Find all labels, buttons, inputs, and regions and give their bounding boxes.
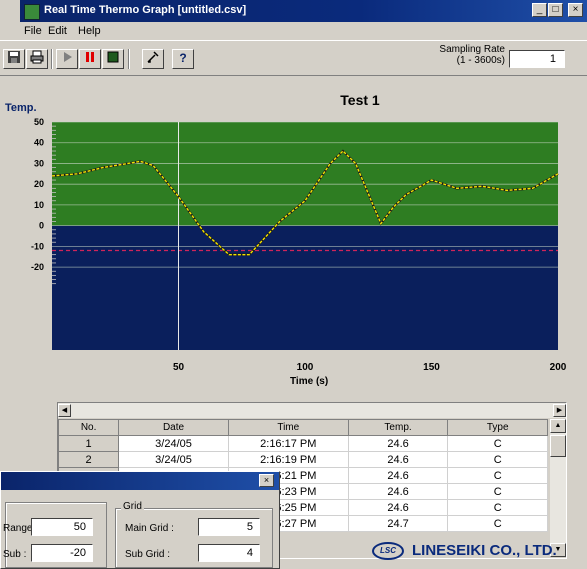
scroll-down-icon[interactable]: ▼: [550, 543, 566, 557]
settings-dialog: × Range : 50 Sub : -20 Grid Main Grid : …: [0, 471, 280, 569]
sub-input[interactable]: -20: [31, 544, 93, 562]
scroll-up-icon[interactable]: ▲: [550, 419, 566, 433]
close-button[interactable]: ×: [568, 3, 583, 17]
column-header-temp[interactable]: Temp.: [347, 419, 449, 436]
cell-temp: 24.6: [347, 483, 449, 500]
y-tick-label: 10: [34, 200, 44, 210]
cell-type: C: [447, 499, 548, 516]
x-tick-label: 150: [423, 362, 440, 372]
y-tick-label: 40: [34, 138, 44, 148]
x-tick-label: 200: [550, 362, 567, 372]
y-tick-label: 20: [34, 179, 44, 189]
scroll-left-icon[interactable]: ◀: [58, 404, 71, 417]
sampling-rate-label: Sampling Rate (1 - 3600s): [410, 44, 505, 66]
app-icon: [24, 4, 40, 20]
cell-type: C: [447, 467, 548, 484]
menu-file[interactable]: File: [24, 25, 42, 37]
toolbar-separator: [128, 49, 130, 69]
main-grid-input[interactable]: 5: [198, 518, 260, 536]
help-icon[interactable]: ?: [172, 49, 194, 69]
sub-grid-label: Sub Grid :: [125, 549, 171, 560]
y-tick-label: -20: [31, 262, 44, 272]
chart-title: Test 1: [340, 92, 380, 108]
y-tick-label: 50: [34, 117, 44, 127]
horizontal-scrollbar[interactable]: ◀ ▶: [58, 403, 566, 418]
brand-mark: LSC: [372, 542, 404, 561]
y-axis-label: Temp.: [5, 102, 37, 114]
cell-no: 1: [57, 435, 120, 452]
menu-bar: File Edit Help: [20, 22, 587, 40]
print-icon[interactable]: [26, 49, 48, 69]
cell-temp: 24.6: [347, 435, 449, 452]
table-row[interactable]: 1 3/24/05 2:16:17 PM 24.6 C: [57, 435, 548, 452]
range-input[interactable]: 50: [31, 518, 93, 536]
x-tick-label: 50: [173, 362, 185, 372]
sampling-rate-range: (1 - 3600s): [456, 55, 505, 66]
cell-no: 2: [57, 451, 120, 468]
title-bar[interactable]: Real Time Thermo Graph [untitled.csv] _ …: [20, 0, 587, 22]
cell-type: C: [447, 435, 548, 452]
column-header-no[interactable]: No.: [57, 419, 120, 436]
cell-temp: 24.6: [347, 499, 449, 516]
main-grid-label: Main Grid :: [125, 523, 174, 534]
y-tick-label: 0: [39, 221, 44, 231]
range-label: Range :: [3, 523, 39, 534]
cell-temp: 24.6: [347, 467, 449, 484]
sampling-rate-input[interactable]: 1: [509, 50, 565, 68]
scroll-right-icon[interactable]: ▶: [553, 404, 566, 417]
sub-grid-input[interactable]: 4: [198, 544, 260, 562]
scroll-thumb[interactable]: [550, 435, 566, 457]
toolbar: ?: [0, 40, 587, 76]
table-header-row: No. Date Time Temp. Type: [57, 419, 548, 436]
x-tick-label: 100: [297, 362, 314, 372]
cell-date: 3/24/05: [118, 451, 229, 468]
y-tick-label: -10: [31, 241, 44, 251]
dialog-title-bar[interactable]: [1, 472, 279, 490]
sampling-rate-title: Sampling Rate: [439, 44, 505, 55]
dialog-close-button[interactable]: ×: [259, 474, 274, 487]
cell-type: C: [447, 515, 548, 532]
vertical-scrollbar[interactable]: ▲ ▼: [550, 419, 566, 557]
sub-label: Sub :: [3, 549, 27, 560]
svg-text:?: ?: [179, 51, 186, 64]
table-row[interactable]: 2 3/24/05 2:16:19 PM 24.6 C: [57, 451, 548, 468]
cell-temp: 24.7: [347, 515, 449, 532]
maximize-button[interactable]: □: [548, 3, 563, 17]
y-tick-label: 30: [34, 158, 44, 168]
column-header-type[interactable]: Type: [447, 419, 548, 436]
grid-group-title: Grid: [121, 501, 144, 512]
tool-icon[interactable]: [142, 49, 164, 69]
cell-temp: 24.6: [347, 451, 449, 468]
stop-icon[interactable]: [102, 49, 124, 69]
save-icon[interactable]: [3, 49, 25, 69]
pause-icon[interactable]: [79, 49, 101, 69]
brand-name: LINESEIKI CO., LTD.: [412, 542, 557, 559]
x-axis-label: Time (s): [290, 376, 329, 387]
column-header-time[interactable]: Time: [227, 419, 349, 436]
play-icon[interactable]: [56, 49, 78, 69]
cell-time: 2:16:17 PM: [227, 435, 349, 452]
series-line: [51, 150, 559, 256]
menu-edit[interactable]: Edit: [48, 25, 67, 37]
cell-date: 3/24/05: [118, 435, 229, 452]
range-group: [5, 502, 107, 568]
band: [52, 225, 558, 350]
band: [52, 122, 558, 226]
grid-group: [115, 508, 273, 568]
menu-help[interactable]: Help: [78, 25, 101, 37]
cell-type: C: [447, 483, 548, 500]
cell-time: 2:16:19 PM: [227, 451, 349, 468]
toolbar-separator: [51, 49, 53, 69]
column-header-date[interactable]: Date: [118, 419, 229, 436]
minimize-button[interactable]: _: [532, 3, 547, 17]
cell-type: C: [447, 451, 548, 468]
brand-logo: LSC LINESEIKI CO., LTD.: [372, 542, 582, 564]
window-title: Real Time Thermo Graph [untitled.csv]: [44, 4, 247, 16]
